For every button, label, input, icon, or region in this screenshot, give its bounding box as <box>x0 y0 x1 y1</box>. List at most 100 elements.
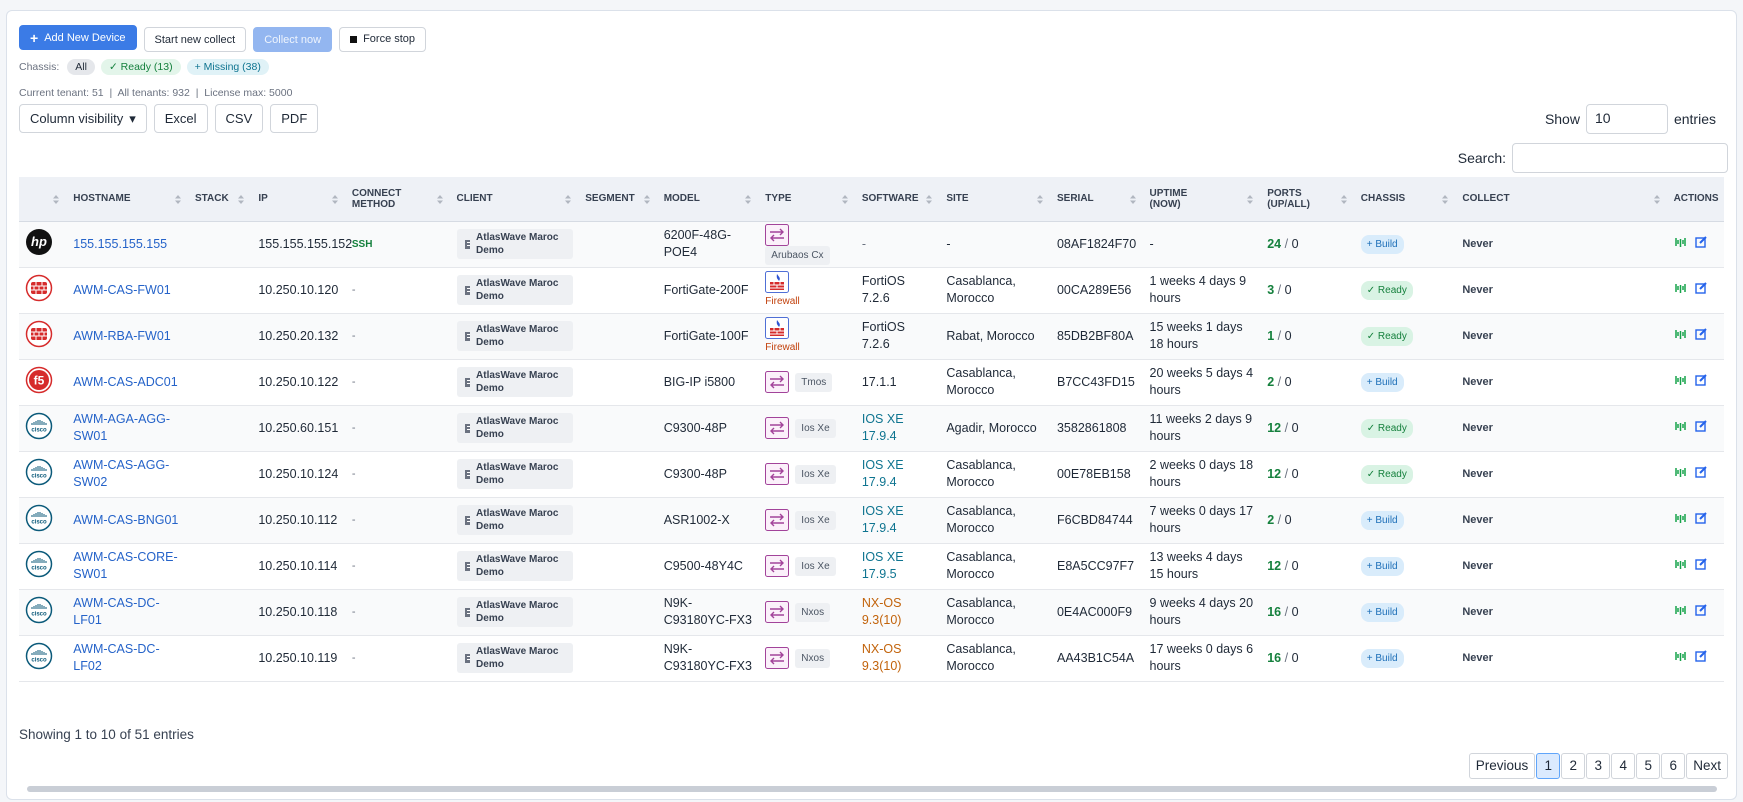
device-row: f5 AWM-CAS-ADC01 10.250.10.122- AtlasWave M… <box>19 359 1724 406</box>
hostname-link[interactable]: AWM-CAS-BNG01 <box>73 512 179 527</box>
hostname-link[interactable]: AWM-CAS-ADC01 <box>73 374 178 389</box>
length-control: Show 10 entries <box>1545 104 1716 134</box>
logo-cell: f5 <box>19 359 68 406</box>
hostname-link[interactable]: AWM-CAS-AGG-SW02 <box>73 458 170 489</box>
collect-action[interactable] <box>1674 237 1687 251</box>
edit-action[interactable] <box>1694 603 1707 619</box>
collect-action[interactable] <box>1674 651 1687 665</box>
edit-action[interactable] <box>1694 465 1707 481</box>
filter-missing[interactable]: + Missing (38) <box>186 59 269 75</box>
ports-separator: / <box>1277 282 1282 297</box>
collect-action[interactable] <box>1674 559 1687 573</box>
site-cell: Casablanca, Morocco <box>940 359 1051 406</box>
edit-action[interactable] <box>1694 327 1707 343</box>
page-button[interactable]: 2 <box>1561 753 1586 779</box>
actions-cell <box>1667 451 1724 498</box>
client-name: AtlasWave Maroc Demo <box>476 462 559 486</box>
collect-action[interactable] <box>1674 375 1687 389</box>
page-button[interactable]: 1 <box>1536 753 1561 779</box>
header-cell[interactable]: CHASSIS <box>1354 177 1457 222</box>
edit-action[interactable] <box>1694 557 1707 573</box>
csv-button[interactable]: CSV <box>214 104 264 133</box>
header-cell[interactable]: STACK <box>188 177 253 222</box>
collect-action[interactable] <box>1674 467 1687 481</box>
collect-action[interactable] <box>1674 605 1687 619</box>
page-button[interactable]: 3 <box>1586 753 1611 779</box>
collect-now-button[interactable]: Collect now <box>253 27 333 52</box>
connect-method: - <box>351 284 356 296</box>
header-label: SERIAL <box>1056 193 1094 205</box>
next-button[interactable]: Next <box>1686 753 1728 779</box>
client-cell: AtlasWave Maroc Demo <box>450 359 580 406</box>
header-cell[interactable]: COLLECT <box>1456 177 1668 222</box>
pdf-button[interactable]: PDF <box>270 104 319 133</box>
ports-all: 0 <box>1284 282 1292 297</box>
length-input[interactable]: 10 <box>1585 104 1668 134</box>
search-input[interactable] <box>1512 143 1728 173</box>
previous-button[interactable]: Previous <box>1468 753 1536 779</box>
chassis-cell: + Build <box>1354 497 1457 544</box>
filter-ready[interactable]: ✓ Ready (13) <box>100 59 181 75</box>
header-cell[interactable]: CONNECT METHOD <box>345 177 451 222</box>
hostname-cell: AWM-CAS-CORE-SW01 <box>67 543 189 590</box>
entries-label: entries <box>1673 111 1716 127</box>
header-cell[interactable]: PORTS (UP/ALL) <box>1261 177 1355 222</box>
hostname-link[interactable]: AWM-CAS-DC-LF02 <box>73 642 160 673</box>
header-cell[interactable]: IP <box>252 177 346 222</box>
page-button[interactable]: 4 <box>1611 753 1636 779</box>
type-cell: Tmos <box>759 359 856 406</box>
site-cell: - <box>940 221 1051 268</box>
header-cell[interactable] <box>19 177 68 222</box>
hostname-cell: AWM-CAS-FW01 <box>67 267 189 314</box>
column-visibility[interactable]: Column visibility ▾ <box>19 104 147 133</box>
collect-action[interactable] <box>1674 329 1687 343</box>
client-cell: AtlasWave Maroc Demo <box>450 589 580 636</box>
add-button[interactable]: + Add New Device <box>19 25 137 50</box>
device-row: cisco AWM-CAS-BNG01 10.250.10.112- AtlasWav… <box>19 497 1724 544</box>
start-button[interactable]: Start new collect <box>143 27 247 52</box>
collect-action[interactable] <box>1674 283 1687 297</box>
header-cell[interactable]: MODEL <box>657 177 760 222</box>
header-cell[interactable]: UPTIME (NOW) <box>1143 177 1262 222</box>
header-cell[interactable]: TYPE <box>759 177 856 222</box>
header-cell[interactable]: CLIENT <box>450 177 580 222</box>
header-cell[interactable]: ACTIONS <box>1667 177 1724 222</box>
excel-button[interactable]: Excel <box>153 104 208 133</box>
page-button[interactable]: 5 <box>1636 753 1661 779</box>
hostname-link[interactable]: 155.155.155.155 <box>73 236 168 251</box>
model-cell: FortiGate-100F <box>657 313 760 360</box>
edit-action[interactable] <box>1694 235 1707 251</box>
collect-action[interactable] <box>1674 513 1687 527</box>
edit-action[interactable] <box>1694 373 1707 389</box>
software-cell: IOS XE 17.9.5 <box>855 543 941 590</box>
collect-action[interactable] <box>1674 421 1687 435</box>
serial-cell: 0E4AC000F9 <box>1050 589 1144 636</box>
logo-cell <box>19 267 68 314</box>
header-cell[interactable]: HOSTNAME <box>67 177 189 222</box>
devices-table: HOSTNAME STACK IP CONNECT METHOD CLIENT SEGME… <box>19 177 1724 682</box>
all-tenants: All tenants: 932 <box>117 87 190 99</box>
edit-action[interactable] <box>1694 419 1707 435</box>
hostname-link[interactable]: AWM-CAS-FW01 <box>73 282 171 297</box>
page-button[interactable]: 6 <box>1661 753 1686 779</box>
hostname-link[interactable]: AWM-AGA-AGG-SW01 <box>73 412 171 443</box>
ports-all: 0 <box>1291 650 1299 665</box>
header-cell[interactable]: SEGMENT <box>579 177 658 222</box>
hostname-link[interactable]: AWM-CAS-DC-LF01 <box>73 596 160 627</box>
hostname-link[interactable]: AWM-CAS-CORE-SW01 <box>73 550 178 581</box>
chassis-label: Ready <box>1377 284 1407 296</box>
header-cell[interactable]: SITE <box>940 177 1051 222</box>
header-cell[interactable]: SOFTWARE <box>855 177 941 222</box>
connect-cell: - <box>345 451 451 498</box>
client-cell: AtlasWave Maroc Demo <box>450 543 580 590</box>
filter-all[interactable]: All <box>67 59 95 75</box>
header-cell[interactable]: SERIAL <box>1050 177 1144 222</box>
edit-action[interactable] <box>1694 281 1707 297</box>
edit-action[interactable] <box>1694 649 1707 665</box>
type-wrap: Ios Xe <box>765 463 850 485</box>
uptime-cell: 7 weeks 0 days 17 hours <box>1143 497 1262 544</box>
hostname-link[interactable]: AWM-RBA-FW01 <box>73 328 171 343</box>
force-stop-button[interactable]: Force stop <box>339 26 427 52</box>
chassis-chip: + Build <box>1360 234 1404 254</box>
edit-action[interactable] <box>1694 511 1707 527</box>
